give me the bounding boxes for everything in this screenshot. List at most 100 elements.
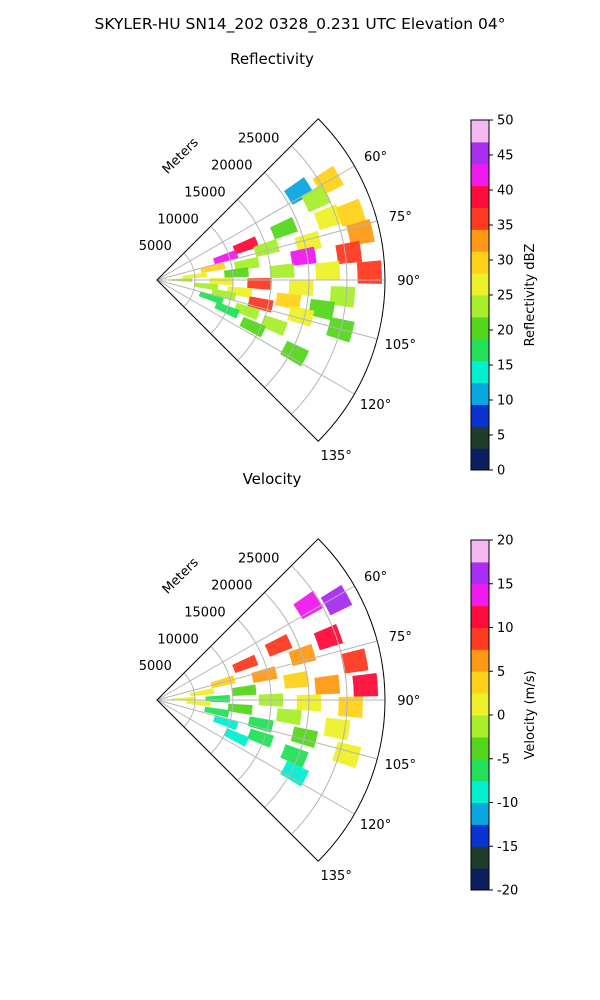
colorbar-segment — [471, 141, 489, 165]
radar-cell — [232, 654, 259, 674]
radar-cell — [269, 217, 298, 240]
colorbar-label: Velocity (m/s) — [523, 670, 538, 759]
colorbar-label: Reflectivity dBZ — [523, 244, 538, 347]
range-axis-label: Meters — [160, 135, 202, 177]
radar-cell — [323, 717, 351, 741]
colorbar-segment — [471, 120, 489, 143]
radar-cell — [211, 288, 237, 301]
range-tick-label: 5000 — [139, 239, 172, 254]
colorbar-segment — [471, 846, 489, 869]
azimuth-tick-label: 90° — [397, 694, 420, 709]
colorbar-segment — [471, 382, 489, 405]
radar-cell — [247, 728, 275, 748]
range-tick-label: 15000 — [184, 605, 225, 620]
colorbar-tick-label: 20 — [497, 324, 514, 339]
azimuth-tick-label: 135° — [321, 869, 352, 884]
radar-cell — [280, 744, 309, 768]
azimuth-tick-label: 90° — [397, 274, 420, 289]
radar-cell — [288, 280, 314, 297]
azimuth-tick-label: 75° — [389, 210, 412, 225]
radar-cell — [213, 715, 239, 731]
radar-cell — [213, 249, 239, 265]
colorbar-segment — [471, 605, 489, 628]
radar-cell — [210, 675, 236, 689]
radar-cell — [287, 305, 315, 327]
radar-cell — [346, 219, 375, 246]
colorbar-tick-label: 5 — [497, 429, 505, 444]
colorbar-segment — [471, 824, 489, 847]
data-field — [167, 165, 382, 367]
colorbar-tick-label: 40 — [497, 184, 514, 199]
radar-cell — [283, 670, 310, 689]
colorbar-segment — [471, 780, 489, 803]
azimuth-spoke — [156, 165, 355, 281]
radar-cell — [290, 246, 317, 266]
range-tick-label: 10000 — [157, 632, 198, 647]
azimuth-spoke — [156, 585, 355, 701]
colorbar-segment — [471, 163, 489, 187]
colorbar-segment — [471, 338, 489, 362]
radar-cell — [223, 267, 249, 278]
radar-cell — [204, 706, 230, 718]
colorbar-segment — [471, 448, 489, 471]
sector-frame — [156, 118, 386, 442]
radar-cell — [335, 198, 366, 227]
reflectivity-panel: Reflectivity 5000 10000 15000 20000 25000 Mete… — [139, 50, 538, 479]
colorbar-tick-label: 5 — [497, 665, 505, 680]
range-tick-label: 20000 — [211, 579, 252, 594]
radar-cell — [352, 673, 379, 697]
colorbar-segment — [471, 229, 489, 252]
colorbar-segment — [471, 868, 489, 891]
radar-cell — [269, 263, 295, 279]
radar-cell — [264, 634, 293, 657]
colorbar-tick-label: 20 — [497, 534, 514, 549]
radar-cell — [356, 260, 382, 284]
radar-cell — [233, 302, 261, 321]
colorbar-segment — [471, 583, 489, 607]
azimuth-tick-label: 60° — [364, 150, 387, 165]
radar-cell — [276, 708, 302, 726]
radar-cell — [232, 236, 259, 255]
colorbar: -20 -15 -10 -5 0 5 10 15 20 Velocity (m/s) — [470, 534, 538, 899]
velocity-panel: Velocity 5000 10000 15000 20000 25000 Meters 60… — [139, 470, 538, 899]
azimuth-tick-label: 60° — [364, 570, 387, 585]
radar-cell — [223, 728, 250, 747]
radar-cell — [247, 277, 272, 291]
radar-cell — [340, 648, 369, 674]
colorbar-segment — [471, 671, 489, 694]
colorbar-tick-label: 15 — [497, 577, 514, 592]
radar-cell — [200, 262, 226, 273]
azimuth-spoke — [156, 699, 378, 760]
colorbar-segment — [471, 360, 489, 383]
range-axis-label: Meters — [160, 555, 202, 597]
radar-cell — [329, 286, 356, 308]
range-tick-label: 5000 — [139, 659, 172, 674]
radar-cell — [294, 230, 322, 253]
colorbar-tick-label: 45 — [497, 149, 514, 164]
radar-cell — [205, 694, 230, 703]
radar-cell — [308, 298, 336, 321]
radar-cell — [189, 687, 215, 697]
radar-cell — [284, 177, 314, 205]
colorbar-segment — [471, 404, 489, 427]
azimuth-spoke — [156, 699, 355, 815]
colorbar-tick-label: 35 — [497, 219, 514, 234]
colorbar-segment — [471, 316, 489, 340]
radar-cell — [314, 674, 341, 695]
colorbar-tick-label: -10 — [497, 796, 518, 811]
colorbar-segment — [471, 207, 489, 230]
range-tick-label: 25000 — [238, 552, 279, 567]
colorbar: 0 5 10 15 20 25 30 35 40 45 50 Reflectivity dBZ — [470, 114, 538, 479]
colorbar-segment — [471, 295, 489, 318]
radar-cell — [280, 340, 310, 367]
colorbar-tick-label: -20 — [497, 884, 518, 899]
radar-cell — [275, 292, 302, 311]
radar-cell — [280, 760, 310, 787]
sector-frame — [156, 538, 386, 862]
colorbar-tick-label: 50 — [497, 114, 514, 129]
colorbar-tick-label: 0 — [497, 464, 505, 479]
colorbar-segment — [471, 802, 489, 825]
radar-cell — [186, 700, 211, 707]
radar-cell — [320, 584, 353, 616]
range-tick-label: 10000 — [157, 212, 198, 227]
